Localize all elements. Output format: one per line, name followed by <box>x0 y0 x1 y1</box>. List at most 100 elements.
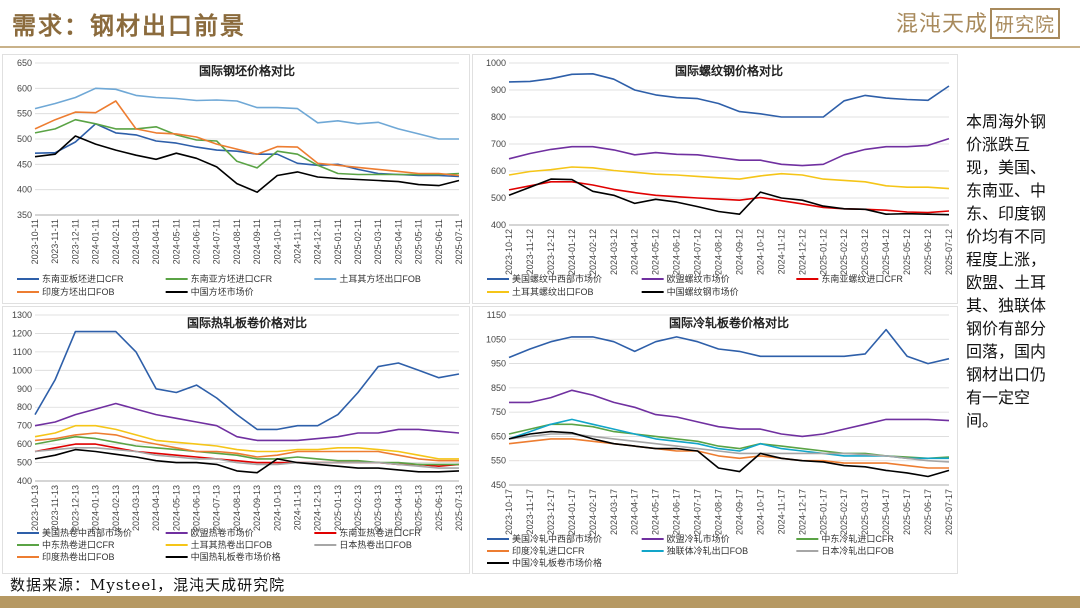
x-tick-label: 2025-01-13 <box>333 485 343 531</box>
x-tick-label: 2025-06-13 <box>434 485 444 531</box>
x-tick-label: 2024-10-11 <box>272 219 282 264</box>
x-tick-label: 2025-03-12 <box>860 229 870 275</box>
y-tick-label: 900 <box>17 384 32 394</box>
y-tick-label: 1050 <box>486 334 506 344</box>
y-tick-label: 1200 <box>12 328 32 338</box>
x-tick-label: 2023-11-11 <box>50 219 60 264</box>
y-tick-label: 900 <box>491 85 506 95</box>
legend-label: 东南亚板坯进口CFR <box>42 273 124 284</box>
x-tick-label: 2025-02-17 <box>839 489 849 535</box>
x-tick-label: 2024-07-12 <box>693 229 703 275</box>
x-tick-label: 2024-04-17 <box>630 489 640 535</box>
x-tick-label: 2023-12-11 <box>70 219 80 264</box>
y-tick-label: 1000 <box>486 58 506 68</box>
legend-label: 土耳其螺纹出口FOB <box>512 286 594 297</box>
series-line <box>34 330 460 431</box>
x-tick-label: 2025-03-11 <box>373 219 383 264</box>
x-tick-label: 2025-01-11 <box>333 219 343 264</box>
series-line <box>34 402 460 442</box>
series-line <box>34 424 459 460</box>
x-tick-label: 2024-03-12 <box>609 229 619 275</box>
x-tick-label: 2025-07-17 <box>944 489 954 535</box>
x-tick-label: 2025-06-12 <box>923 229 933 275</box>
x-tick-label: 2024-10-17 <box>755 489 765 535</box>
series-line <box>34 123 460 178</box>
y-tick-label: 650 <box>17 58 32 68</box>
x-tick-label: 2024-11-17 <box>776 489 786 534</box>
y-tick-label: 550 <box>17 109 32 119</box>
y-tick-label: 700 <box>491 139 506 149</box>
y-tick-label: 800 <box>491 112 506 122</box>
x-tick-label: 2024-03-11 <box>131 219 141 264</box>
series-line <box>508 438 949 469</box>
y-tick-label: 350 <box>17 210 32 220</box>
y-tick-label: 800 <box>17 402 32 412</box>
legend-label: 印度冷轧进口CFR <box>512 545 585 556</box>
legend-label: 中国螺纹钢市场价 <box>667 286 739 297</box>
series-line <box>34 447 459 469</box>
legend-label: 美国热卷中西部市场价 <box>42 527 132 538</box>
legend-label: 欧盟螺纹市场价 <box>667 273 730 284</box>
chart-svg: 400 500 600 700 800 900 1000 1100 1200 1300 2023-1… <box>12 310 464 562</box>
x-tick-label: 2024-12-13 <box>313 485 323 531</box>
y-tick-label: 600 <box>17 439 32 449</box>
y-tick-label: 950 <box>491 359 506 369</box>
x-tick-label: 2024-01-13 <box>91 485 101 531</box>
y-tick-label: 1100 <box>13 347 32 357</box>
chart-svg: 350 400 450 500 550 600 650 2023-10-11 2023-11-1… <box>17 58 464 297</box>
series-line <box>34 135 460 193</box>
y-tick-label: 500 <box>17 134 32 144</box>
y-tick-label: 1300 <box>12 310 32 320</box>
series-line <box>508 423 950 460</box>
x-tick-label: 2025-04-13 <box>393 485 403 531</box>
x-tick-label: 2024-05-17 <box>651 489 661 535</box>
x-tick-label: 2024-06-13 <box>192 485 202 531</box>
x-tick-label: 2024-09-13 <box>252 485 262 531</box>
y-tick-label: 650 <box>491 431 506 441</box>
series-line <box>508 137 950 167</box>
x-tick-label: 2025-06-17 <box>923 489 933 535</box>
x-tick-label: 2025-01-17 <box>818 489 828 535</box>
x-tick-label: 2023-10-17 <box>504 489 514 535</box>
chart-title: 国际热轧板卷价格对比 <box>187 315 307 330</box>
legend-label: 美国冷轧中西部市场价 <box>512 533 602 544</box>
y-tick-label: 600 <box>17 83 32 93</box>
x-tick-label: 2025-02-11 <box>353 219 363 264</box>
legend-label: 东南亚螺纹进口CFR <box>821 273 903 284</box>
logo-main-text: 混沌天成 <box>895 12 988 37</box>
x-tick-label: 2025-06-11 <box>434 219 444 264</box>
x-tick-label: 2024-11-12 <box>776 229 786 274</box>
y-tick-label: 500 <box>17 458 32 468</box>
series-line <box>34 448 460 474</box>
x-tick-label: 2025-03-13 <box>373 485 383 531</box>
x-tick-label: 2024-08-11 <box>232 219 242 264</box>
y-tick-label: 450 <box>17 159 32 169</box>
x-tick-label: 2024-08-12 <box>714 229 724 275</box>
x-tick-label: 2024-06-12 <box>672 229 682 275</box>
x-tick-label: 2024-11-11 <box>292 219 302 264</box>
chart-title: 国际冷轧板卷价格对比 <box>669 315 789 330</box>
x-tick-label: 2024-02-11 <box>111 219 121 264</box>
series-line <box>508 72 950 118</box>
x-tick-label: 2023-11-12 <box>525 229 535 274</box>
legend-label: 土耳其方坯出口FOB <box>339 273 421 284</box>
x-tick-label: 2024-01-17 <box>567 489 577 535</box>
x-tick-label: 2024-04-13 <box>151 485 161 531</box>
legend-label: 独联体冷轧出口FOB <box>667 545 749 556</box>
chart-panel-cold-rolled: 450 550 650 750 850 950 1050 1150 2023-10-17 2023… <box>472 306 958 574</box>
x-tick-label: 2024-05-12 <box>651 229 661 275</box>
y-tick-label: 400 <box>491 220 506 230</box>
x-tick-label: 2023-11-13 <box>50 485 60 530</box>
x-tick-label: 2024-03-13 <box>131 485 141 531</box>
legend-label: 印度热卷出口FOB <box>42 551 115 562</box>
x-tick-label: 2023-10-13 <box>30 485 40 531</box>
series-line <box>34 100 460 177</box>
x-tick-label: 2024-09-12 <box>734 229 744 275</box>
series-line <box>508 178 950 216</box>
x-tick-label: 2024-09-17 <box>734 489 744 535</box>
page-title: 需求：钢材出口前景 <box>12 11 246 40</box>
x-tick-label: 2023-12-17 <box>546 489 556 535</box>
x-tick-label: 2024-07-13 <box>212 485 222 531</box>
y-tick-label: 550 <box>491 456 506 466</box>
y-tick-label: 400 <box>17 185 32 195</box>
